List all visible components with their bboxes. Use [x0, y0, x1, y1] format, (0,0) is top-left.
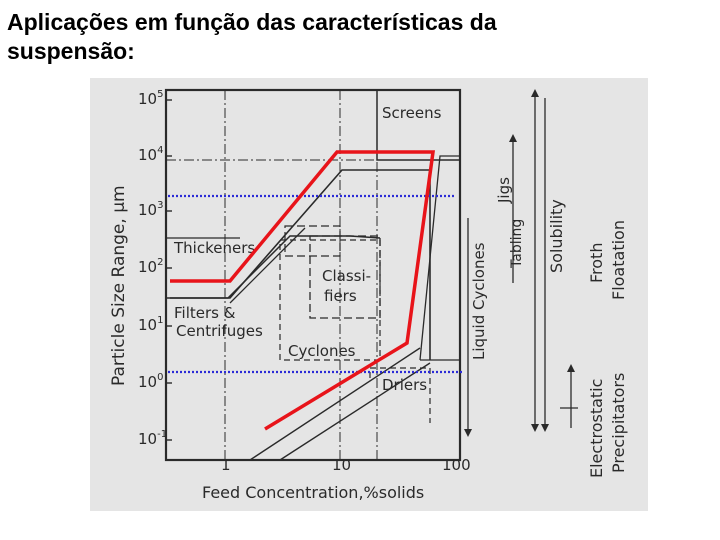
svg-text:100: 100 — [442, 456, 471, 474]
label-thickeners: Thickeners — [173, 239, 255, 257]
y-tick-marks — [166, 99, 172, 441]
label-froth-1: Froth — [587, 243, 606, 283]
svg-text:105: 105 — [138, 89, 163, 108]
label-electrostatic-2: Precipitators — [609, 373, 628, 473]
scanned-diagram: 105 104 103 102 101 100 10-1 1 10 100 Pa… — [90, 78, 648, 511]
svg-text:104: 104 — [138, 145, 163, 164]
centrifuges-outline — [170, 169, 431, 360]
range-arrow-heads — [464, 89, 575, 437]
slide-title-line-1: Aplicações em função das características… — [7, 9, 497, 35]
scan-background — [90, 78, 648, 511]
x-axis-label: Feed Concentration,%solids — [202, 483, 424, 502]
label-electrostatic-1: Electrostatic — [587, 379, 606, 478]
label-classifiers-1: Classi- — [322, 267, 371, 285]
plot-frame — [164, 88, 462, 462]
label-classifiers-2: fiers — [324, 287, 357, 305]
label-filters-2: Centrifuges — [176, 322, 263, 340]
label-tabling: Tabling — [509, 219, 525, 269]
label-liquid-cyclones: Liquid Cyclones — [470, 242, 488, 360]
label-screens: Screens — [382, 104, 442, 122]
svg-text:101: 101 — [138, 315, 163, 334]
slide-title-line-2: suspensão: — [7, 38, 135, 64]
range-arrows — [467, 93, 578, 433]
y-tick-labels: 105 104 103 102 101 100 10-1 — [138, 89, 167, 448]
svg-text:10-1: 10-1 — [138, 429, 167, 448]
label-solubility: Solubility — [547, 199, 566, 273]
svg-text:102: 102 — [138, 257, 163, 276]
label-driers: Driers — [382, 376, 427, 394]
label-froth-2: Floatation — [609, 220, 628, 300]
svg-text:1: 1 — [221, 456, 231, 474]
label-filters-1: Filters & — [174, 304, 236, 322]
svg-text:103: 103 — [138, 200, 163, 219]
svg-text:10: 10 — [332, 456, 351, 474]
label-jigs: Jigs — [495, 177, 513, 204]
classifiers-region — [309, 235, 381, 319]
red-highlight-outline — [170, 150, 436, 431]
y-axis-label: Particle Size Range, µm — [109, 185, 129, 386]
label-cyclones: Cyclones — [288, 342, 356, 360]
cyclones-region — [279, 239, 381, 361]
svg-text:100: 100 — [138, 372, 163, 391]
slide-title: Aplicações em função das características… — [7, 8, 707, 66]
x-tick-labels: 1 10 100 — [221, 456, 471, 474]
